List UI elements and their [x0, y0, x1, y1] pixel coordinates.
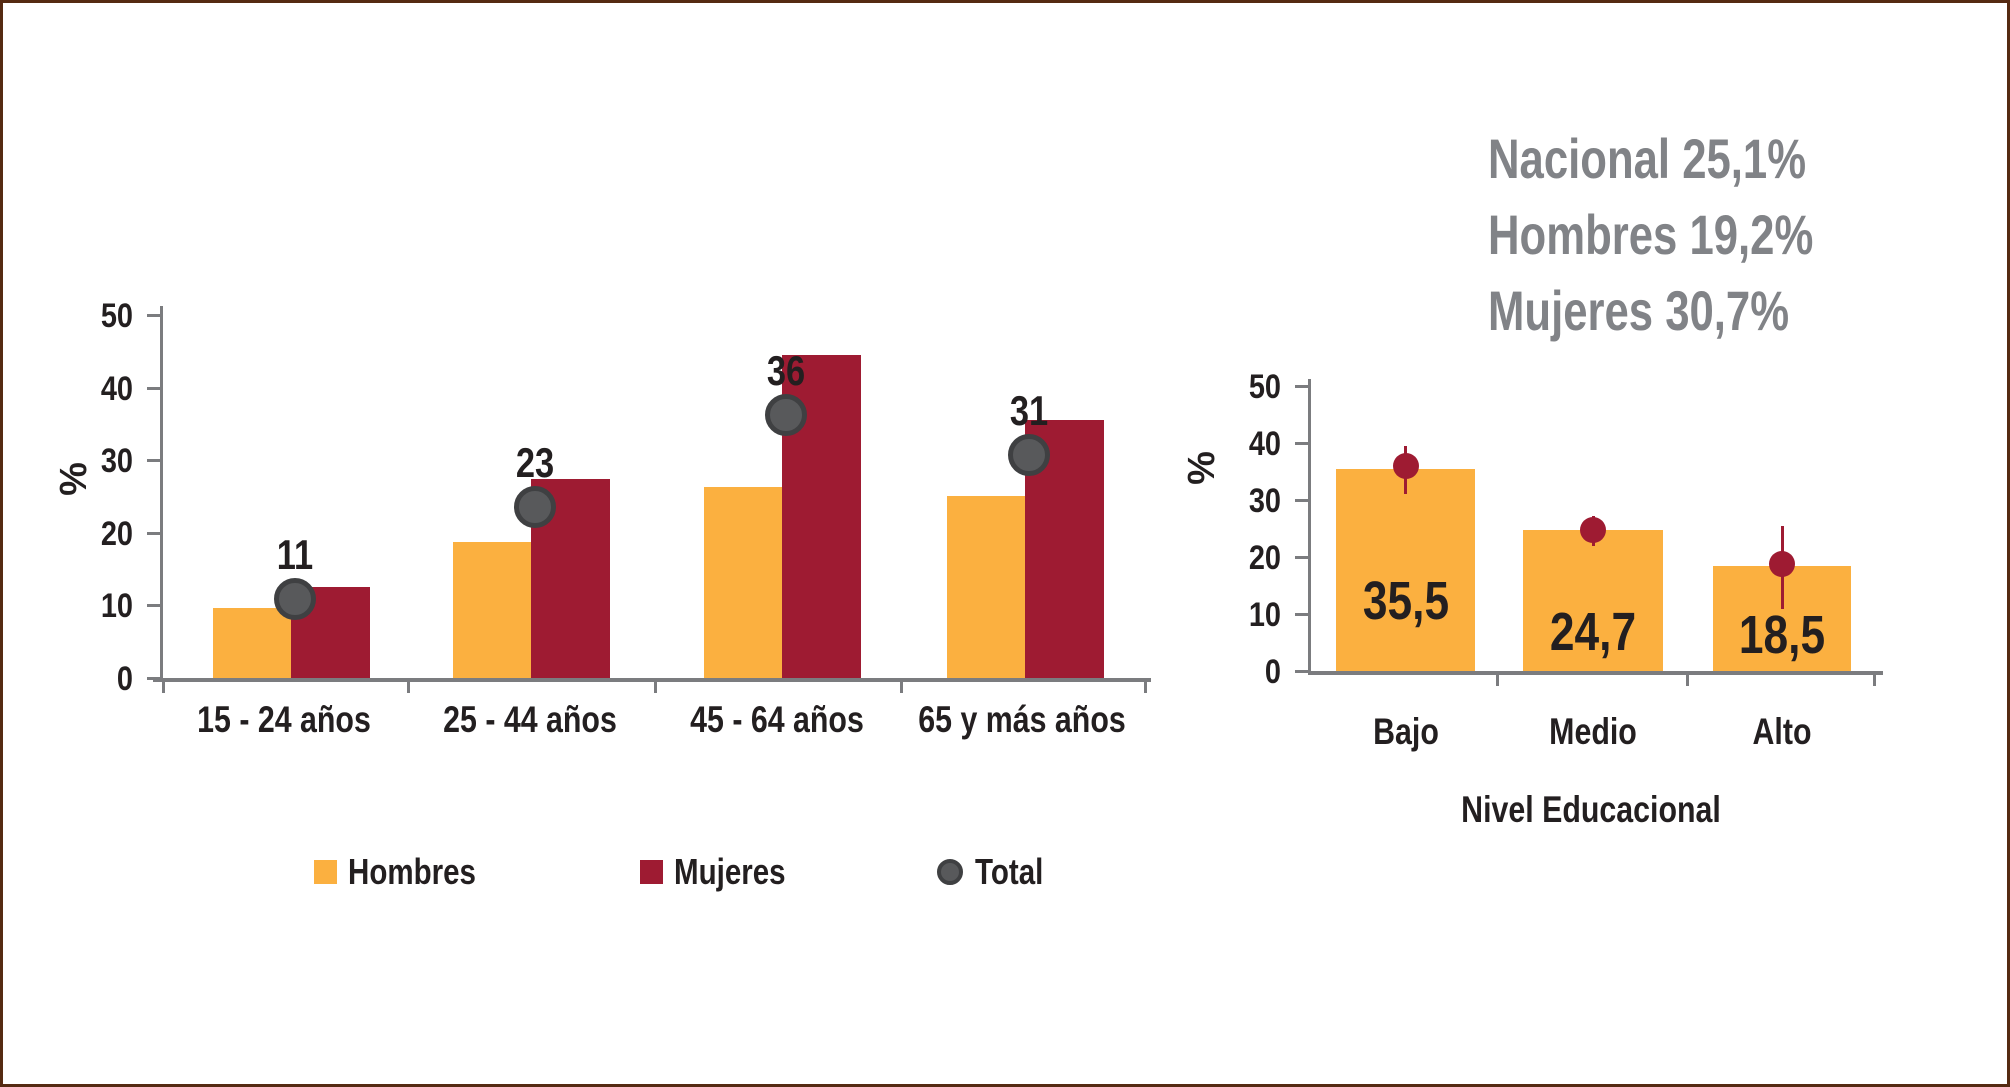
left-y-tick: [147, 604, 160, 608]
total-marker: [514, 486, 556, 529]
legend-swatch-total-icon: [937, 859, 963, 885]
left-x-tick: [654, 678, 657, 693]
left-y-tick: [147, 459, 160, 463]
total-marker: [274, 577, 316, 620]
x-axis-label: 15 - 24 años: [197, 699, 371, 740]
x-axis-label: Medio: [1549, 711, 1637, 752]
bar-hombres: [453, 542, 531, 678]
total-value-label: 31: [1009, 387, 1049, 435]
left-x-tick: [407, 678, 410, 693]
bar-education: [1523, 530, 1663, 671]
left-y-tick: [147, 314, 160, 317]
right-y-tick-label: 50: [1248, 368, 1281, 406]
left-x-tick: [162, 678, 165, 693]
legend-label-total: Total: [975, 851, 1044, 892]
right-y-tick-label: 30: [1248, 482, 1281, 520]
right-x-tick: [1686, 671, 1689, 686]
right-y-tick: [1295, 442, 1308, 445]
left-x-tick: [1144, 678, 1147, 693]
right-y-tick: [1295, 385, 1308, 388]
right-y-tick-label: 10: [1248, 596, 1281, 634]
right-y-tick: [1295, 670, 1308, 673]
total-marker: [1008, 434, 1050, 477]
left-y-tick-label: 0: [116, 660, 133, 698]
error-marker: [1769, 550, 1795, 577]
legend-label-mujeres: Mujeres: [674, 851, 786, 892]
bar-value-label: 35,5: [1362, 571, 1449, 631]
x-axis-label: 25 - 44 años: [443, 699, 617, 740]
left-y-tick-label: 40: [100, 369, 133, 408]
right-y-tick: [1295, 613, 1308, 616]
legend-swatch-hombres-icon: [314, 860, 337, 884]
right-x-tick: [1873, 671, 1876, 686]
x-axis-label: 65 y más años: [918, 699, 1126, 740]
left-y-tick-label: 50: [100, 297, 133, 335]
bar-value-label: 24,7: [1549, 602, 1637, 662]
right-y-tick-label: 0: [1264, 653, 1281, 691]
left-y-axis-line: [160, 306, 163, 681]
right-y-tick: [1295, 556, 1308, 559]
bar-hombres: [947, 495, 1025, 678]
total-marker: [765, 394, 807, 437]
bar-hombres: [213, 608, 291, 678]
left-y-tick: [147, 531, 160, 535]
left-y-tick: [147, 677, 160, 680]
total-value-label: 36: [766, 347, 806, 395]
left-y-tick: [147, 386, 160, 390]
legend-swatch-mujeres-icon: [640, 860, 663, 884]
right-x-tick: [1496, 671, 1499, 686]
left-y-tick-label: 10: [100, 587, 133, 626]
left-x-axis-line: [153, 678, 1151, 682]
x-axis-label: 45 - 64 años: [690, 699, 864, 740]
summary-block: Nacional 25,1% Hombres 19,2% Mujeres 30,…: [1488, 121, 1905, 349]
legend-label-hombres: Hombres: [348, 851, 476, 892]
summary-hombres: Hombres 19,2%: [1488, 203, 1814, 266]
error-marker: [1580, 517, 1606, 544]
charts-layer: 0 10 20 30 40 50 11 15 - 24 años 23 25 - 44 años 3…: [3, 3, 2007, 1084]
right-y-axis-line: [1308, 379, 1311, 674]
summary-mujeres: Mujeres 30,7%: [1488, 279, 1790, 342]
bar-education: [1336, 468, 1475, 671]
right-chart-x-axis-title: Nivel Educacional: [1461, 789, 1721, 830]
summary-nacional: Nacional 25,1%: [1488, 127, 1807, 190]
bar-hombres: [704, 487, 782, 678]
x-axis-label: Bajo: [1372, 711, 1439, 752]
total-value-label: 11: [276, 530, 314, 578]
right-y-tick: [1295, 499, 1308, 502]
right-x-axis-line: [1308, 671, 1883, 675]
left-x-tick: [900, 678, 903, 693]
total-value-label: 23: [515, 439, 555, 487]
bar-value-label: 18,5: [1738, 605, 1826, 665]
right-y-tick-label: 40: [1248, 425, 1281, 463]
error-marker: [1392, 452, 1419, 479]
left-y-tick-label: 30: [100, 442, 133, 481]
left-y-tick-label: 20: [100, 514, 133, 553]
x-axis-label: Alto: [1752, 711, 1812, 752]
right-y-tick-label: 20: [1248, 539, 1281, 577]
